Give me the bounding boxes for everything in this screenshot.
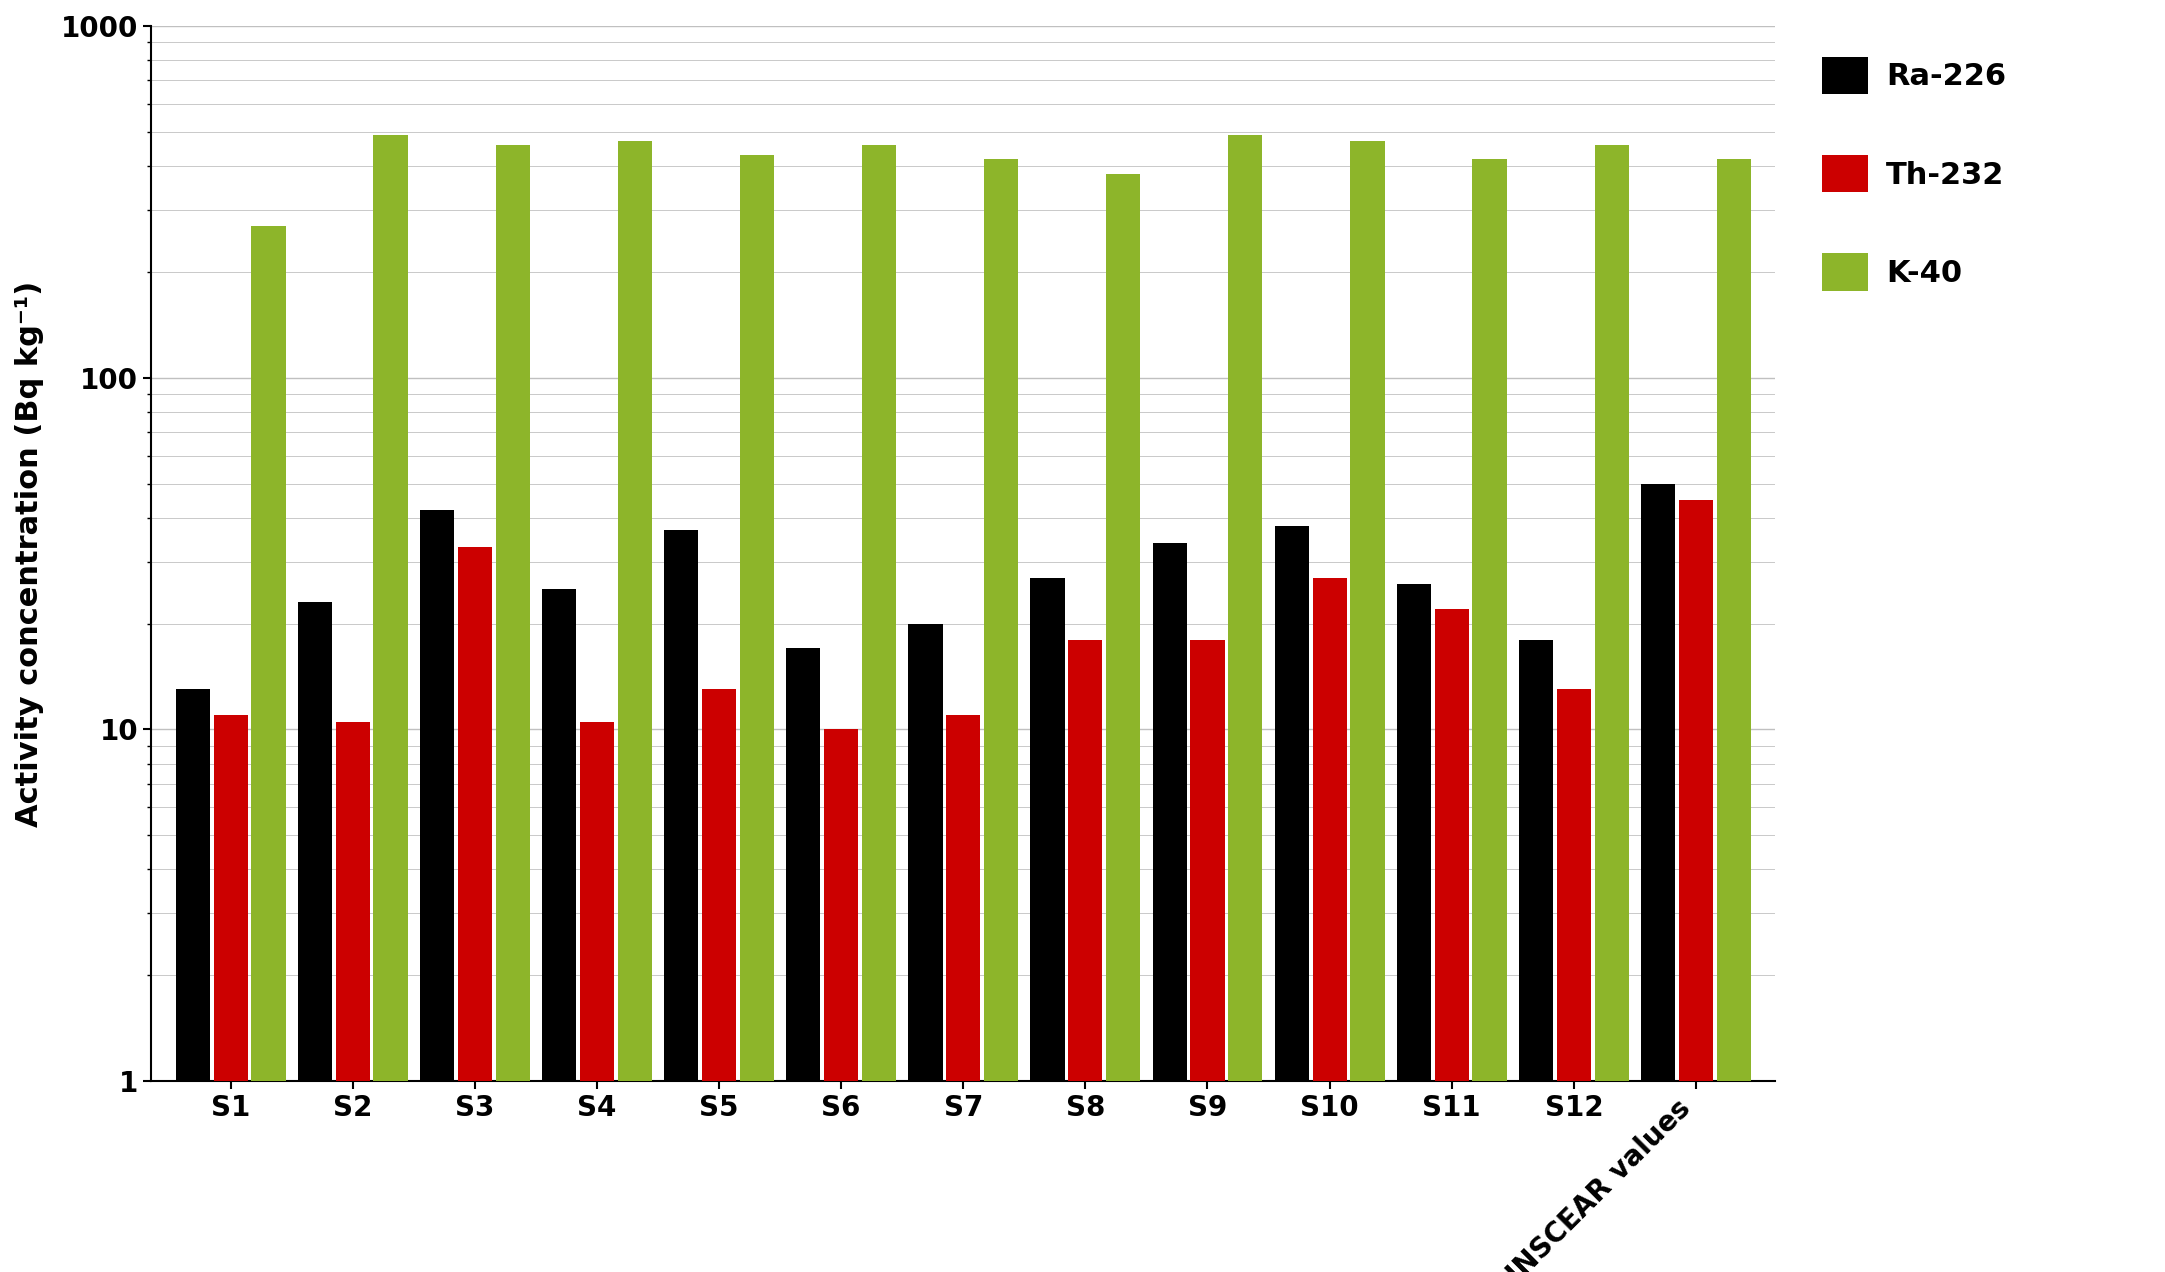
Bar [1678, 500, 1713, 1272]
Bar [1717, 159, 1751, 1272]
Bar [1228, 135, 1262, 1272]
Bar [1520, 640, 1552, 1272]
Bar [701, 689, 736, 1272]
Bar [541, 589, 576, 1272]
Bar [1557, 689, 1591, 1272]
Bar [1472, 159, 1507, 1272]
Bar [496, 145, 530, 1272]
Bar [1312, 577, 1347, 1272]
Bar [1152, 543, 1186, 1272]
Bar [375, 135, 407, 1272]
Bar [1106, 174, 1141, 1272]
Bar [786, 649, 821, 1272]
Bar [665, 529, 699, 1272]
Bar [862, 145, 896, 1272]
Bar [1031, 577, 1065, 1272]
Bar [617, 141, 652, 1272]
Bar [1596, 145, 1628, 1272]
Bar [825, 729, 857, 1272]
Bar [214, 715, 247, 1272]
Bar [457, 547, 491, 1272]
Bar [1275, 525, 1310, 1272]
Y-axis label: Activity concentration (Bq kg⁻¹): Activity concentration (Bq kg⁻¹) [15, 280, 43, 827]
Bar [1396, 584, 1431, 1272]
Bar [985, 159, 1018, 1272]
Bar [336, 722, 370, 1272]
Bar [299, 602, 331, 1272]
Bar [1351, 141, 1386, 1272]
Bar [1641, 483, 1676, 1272]
Bar [580, 722, 615, 1272]
Legend: Ra-226, Th-232, K-40: Ra-226, Th-232, K-40 [1808, 41, 2022, 305]
Bar [1435, 609, 1468, 1272]
Bar [1067, 640, 1102, 1272]
Bar [740, 155, 775, 1272]
Bar [946, 715, 981, 1272]
Bar [251, 226, 286, 1272]
Bar [175, 689, 210, 1272]
Bar [1191, 640, 1225, 1272]
Bar [420, 510, 455, 1272]
Bar [909, 623, 942, 1272]
